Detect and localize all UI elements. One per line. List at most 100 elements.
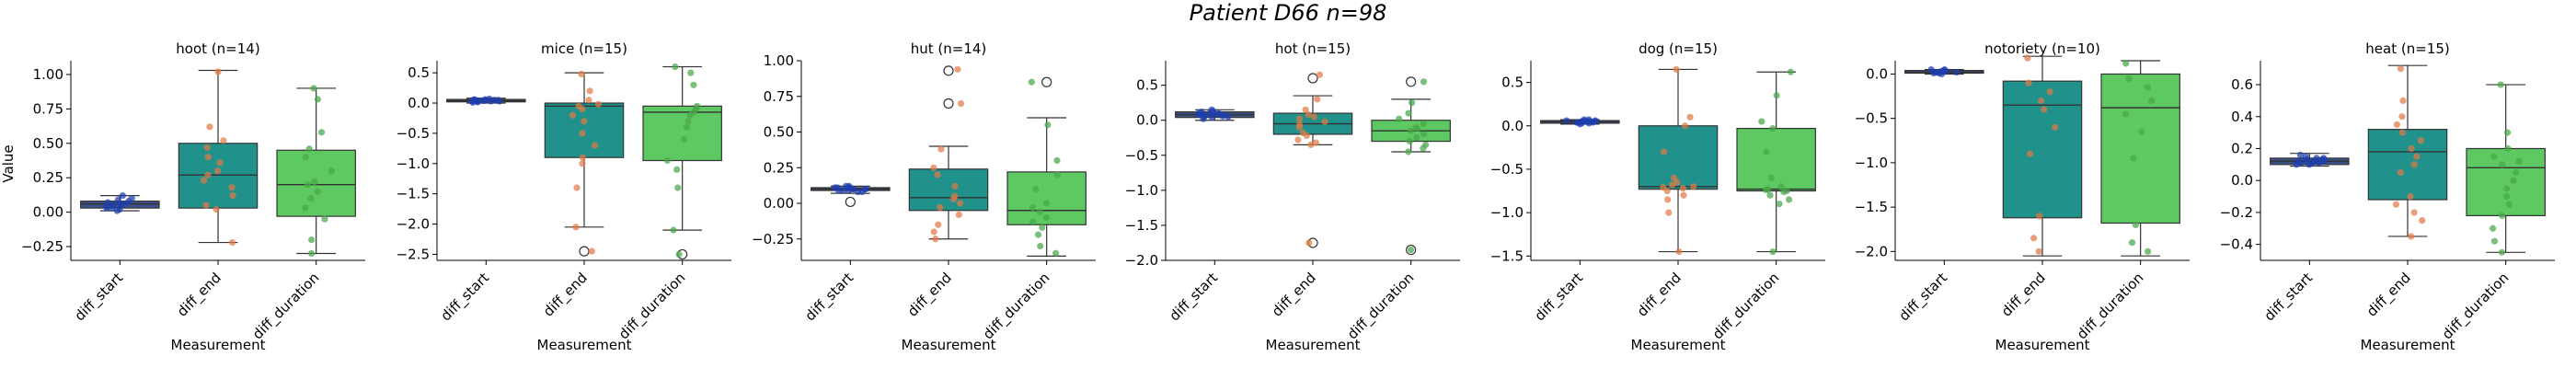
box-diff_duration — [2100, 60, 2180, 257]
y-tick-label: −0.5 — [1855, 110, 1888, 127]
data-point — [2398, 129, 2406, 136]
x-axis-title: Measurement — [171, 337, 266, 353]
data-point — [1420, 131, 1428, 138]
data-point — [214, 68, 222, 75]
data-point — [1206, 109, 1213, 117]
data-point — [2408, 144, 2415, 153]
outlier-marker — [1307, 73, 1318, 84]
data-point — [310, 85, 317, 92]
subplot-title: hot (n=15) — [1275, 40, 1351, 57]
data-point — [569, 111, 577, 119]
data-point — [1680, 191, 1687, 199]
data-point — [121, 201, 129, 208]
data-point — [1037, 242, 1044, 250]
data-point — [2410, 161, 2418, 168]
box-body — [2367, 129, 2448, 201]
data-point — [1034, 231, 1042, 238]
data-point — [1042, 200, 1051, 207]
outlier-marker — [1041, 76, 1052, 87]
data-point — [845, 184, 853, 191]
data-point — [2041, 106, 2048, 113]
data-point — [1305, 111, 1312, 119]
data-point — [1218, 111, 1226, 119]
data-point — [1029, 218, 1037, 225]
x-tick-label: diff_end — [1634, 270, 1685, 321]
data-point — [930, 164, 937, 171]
data-point — [487, 98, 495, 105]
data-point — [1408, 127, 1415, 134]
data-point — [579, 154, 586, 161]
data-point — [2145, 247, 2152, 255]
data-point — [937, 145, 945, 153]
y-tick-label: −1.0 — [397, 155, 430, 172]
data-point — [113, 207, 121, 214]
x-tick-label: diff_end — [540, 270, 592, 321]
data-point — [2025, 79, 2032, 86]
data-point — [317, 129, 326, 136]
data-point — [588, 247, 595, 255]
data-point — [2138, 128, 2145, 135]
data-point — [1195, 109, 1203, 116]
data-point — [307, 195, 315, 202]
data-point — [2308, 159, 2316, 167]
data-point — [202, 201, 210, 209]
data-point — [228, 184, 236, 191]
y-tick-label: 0.0 — [408, 95, 430, 111]
data-point — [2397, 168, 2404, 177]
panels: hoot (n=14) −0.25 0.00 0.25 0.50 0.75 1.00 diff… — [21, 40, 2555, 353]
data-point — [1686, 113, 1694, 121]
y-tick-label: −0.4 — [2220, 236, 2253, 253]
y-tick-label: 0.0 — [2231, 172, 2253, 189]
x-tick-label: diff_duration — [1709, 270, 1783, 343]
data-point — [2148, 97, 2156, 104]
data-point — [1935, 69, 1943, 77]
data-point — [673, 166, 681, 173]
data-point — [1407, 246, 1415, 254]
data-point — [572, 224, 580, 231]
data-point — [1576, 121, 1584, 128]
data-point — [1295, 115, 1304, 122]
x-tick-label: diff_duration — [1344, 270, 1418, 343]
data-point — [2303, 156, 2310, 164]
data-point — [311, 178, 318, 186]
x-tick-label: diff_start — [2260, 270, 2317, 326]
data-point — [1664, 196, 1672, 203]
data-point — [1225, 113, 1232, 121]
x-tick-label: diff_end — [2363, 270, 2415, 321]
data-point — [1669, 181, 1676, 189]
data-point — [954, 65, 961, 73]
y-tick-label: 0.0 — [1136, 112, 1158, 129]
box-diff_end — [908, 65, 989, 240]
data-point — [1769, 124, 1777, 132]
subplot-0: hoot (n=14) −0.25 0.00 0.25 0.50 0.75 1.00 diff… — [21, 40, 365, 353]
data-point — [328, 167, 335, 175]
data-point — [591, 142, 599, 149]
data-point — [957, 200, 964, 207]
x-tick-label: diff_duration — [2074, 270, 2147, 343]
data-point — [1763, 148, 1770, 155]
x-tick-label: diff_end — [1269, 270, 1320, 321]
data-point — [1660, 184, 1667, 191]
data-point — [1661, 148, 1668, 155]
data-point — [109, 201, 117, 209]
data-point — [481, 97, 489, 104]
data-point — [2294, 157, 2302, 165]
y-axis-title: Value — [0, 144, 17, 182]
data-point — [1409, 99, 1416, 107]
box-diff_duration — [642, 65, 722, 260]
data-point — [1420, 78, 1428, 86]
data-point — [1031, 185, 1040, 193]
data-point — [1316, 71, 1324, 78]
data-point — [2128, 239, 2136, 247]
data-point — [304, 181, 312, 189]
data-point — [1766, 191, 1774, 199]
data-point — [1053, 171, 1061, 178]
data-point — [581, 118, 588, 125]
data-point — [1303, 132, 1310, 140]
data-point — [204, 171, 212, 178]
data-point — [579, 130, 586, 137]
y-tick-label: 0.25 — [764, 159, 794, 176]
data-point — [663, 156, 672, 165]
outlier-marker — [943, 98, 954, 109]
